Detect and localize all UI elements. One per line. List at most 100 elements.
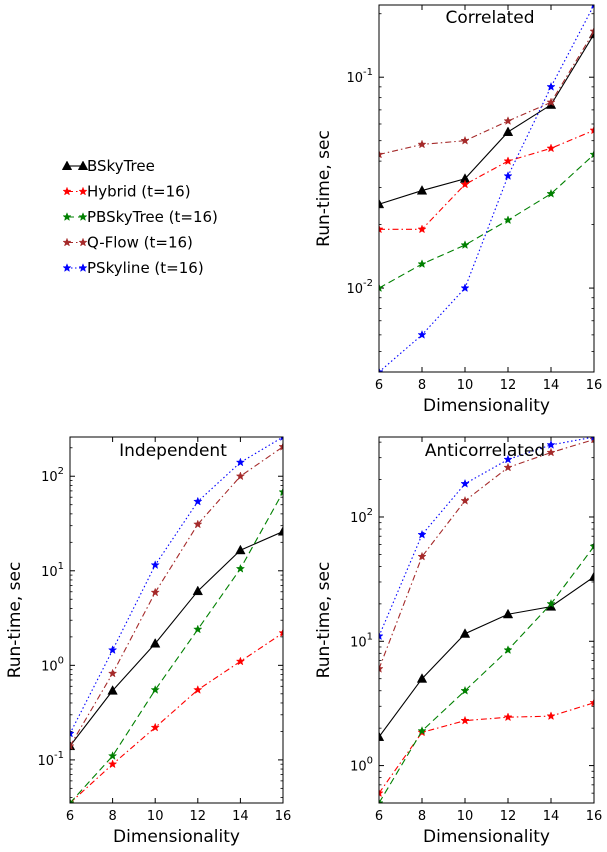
data-point	[546, 447, 556, 457]
series-line	[379, 31, 594, 156]
series-line	[379, 438, 594, 670]
legend-marker	[62, 263, 72, 272]
x-axis-label: Dimensionality	[423, 396, 550, 416]
plot-frame	[378, 436, 595, 804]
data-point	[379, 798, 384, 803]
data-point	[416, 673, 428, 683]
series-line	[70, 531, 283, 747]
legend-label: Q-Flow (t=16)	[87, 234, 193, 252]
data-point	[460, 495, 470, 505]
data-point	[589, 125, 594, 135]
series-hybrid-t-16	[70, 628, 283, 803]
data-point	[417, 139, 427, 149]
legend-marker	[62, 237, 72, 247]
data-point	[379, 631, 384, 641]
data-point	[459, 628, 471, 638]
y-axis-label: Run-time, sec	[5, 562, 25, 679]
data-point	[589, 149, 594, 159]
chart-title: Independent	[119, 441, 227, 461]
data-point	[589, 541, 594, 551]
y-tick-label: 102	[41, 466, 64, 485]
series-line	[70, 632, 283, 803]
data-point	[107, 645, 118, 655]
data-point	[460, 685, 470, 695]
y-minor-ticks	[379, 13, 594, 373]
data-point	[546, 439, 556, 449]
data-point	[417, 259, 427, 269]
x-tick-label: 12	[190, 809, 207, 824]
chart-correlated: 10-2 10-1 6 8 10 12 14 16 Correlated Dimensionali…	[314, 4, 602, 416]
data-point	[460, 179, 470, 189]
data-point	[503, 156, 513, 166]
chart-title: Anticorrelated	[425, 441, 545, 461]
data-point	[193, 496, 203, 506]
data-point	[150, 684, 160, 694]
data-point	[235, 563, 246, 573]
data-point	[416, 185, 428, 195]
y-tick-label: 100	[41, 655, 64, 674]
y-tick-label: 10-2	[346, 278, 373, 297]
data-point	[460, 715, 470, 725]
y-minor-ticks	[70, 447, 283, 798]
legend-item-q-flow-t-16: Q-Flow (t=16)	[62, 234, 193, 252]
series-line	[379, 576, 594, 738]
data-point	[150, 638, 161, 648]
y-tick-label: 10-1	[37, 750, 64, 769]
series-line	[379, 702, 594, 794]
x-tick-label: 16	[275, 809, 292, 824]
legend: BSkyTree Hybrid (t=16) PBSkyTree (t=16) Q-F…	[61, 157, 218, 277]
data-point	[193, 519, 203, 529]
plot-frame	[378, 4, 595, 373]
data-point	[546, 143, 556, 153]
data-point	[379, 731, 385, 741]
data-point	[502, 608, 514, 619]
data-point	[460, 240, 470, 250]
data-point	[192, 585, 203, 596]
data-point	[379, 788, 384, 798]
x-tick-label: 12	[500, 809, 517, 824]
data-point	[589, 26, 594, 36]
series-pbskytree-t-16	[379, 541, 594, 803]
y-axis-label: Run-time, sec	[314, 130, 334, 247]
data-point	[277, 526, 283, 536]
series-hybrid-t-16	[379, 697, 594, 798]
x-tick-label: 10	[457, 378, 474, 393]
data-point	[417, 551, 427, 561]
data-point	[379, 224, 384, 234]
x-tick-label: 10	[147, 809, 164, 824]
plot-frame	[69, 436, 284, 804]
legend-marker	[62, 186, 72, 196]
data-point	[503, 171, 513, 180]
data-point	[107, 759, 118, 769]
x-tick-label: 6	[375, 809, 383, 824]
data-point	[417, 224, 427, 234]
series-line	[70, 437, 283, 734]
legend-label: BSkyTree	[87, 157, 155, 175]
legend-label: PBSkyTree (t=16)	[87, 208, 218, 226]
series-pskyline-t-16	[379, 437, 594, 641]
data-point	[379, 367, 384, 372]
data-point	[546, 188, 556, 198]
legend-label: Hybrid (t=16)	[87, 183, 191, 201]
x-axis-label: Dimensionality	[113, 827, 240, 847]
series-q-flow-t-16	[70, 441, 283, 751]
series-line	[379, 437, 594, 637]
data-point	[278, 441, 283, 451]
series-q-flow-t-16	[379, 26, 594, 159]
series-pskyline-t-16	[379, 5, 594, 372]
chart-anticorrelated: 100 101 102 6 8 10 12 14 16 Anticorrelated Dimensi…	[314, 436, 603, 847]
data-point	[546, 711, 556, 721]
series-q-flow-t-16	[379, 437, 594, 673]
y-axis-label: Run-time, sec	[314, 562, 334, 679]
legend-item-pbskytree-t-16: PBSkyTree (t=16)	[62, 208, 218, 226]
x-tick-label: 14	[232, 809, 249, 824]
data-point	[379, 149, 384, 159]
legend-item-bskytree: BSkyTree	[61, 157, 155, 175]
x-tick-label: 14	[543, 809, 560, 824]
x-tick-label: 12	[500, 378, 517, 393]
x-tick-label: 16	[586, 809, 603, 824]
data-point	[278, 487, 283, 497]
series-bskytree	[379, 571, 594, 741]
data-point	[379, 283, 384, 293]
